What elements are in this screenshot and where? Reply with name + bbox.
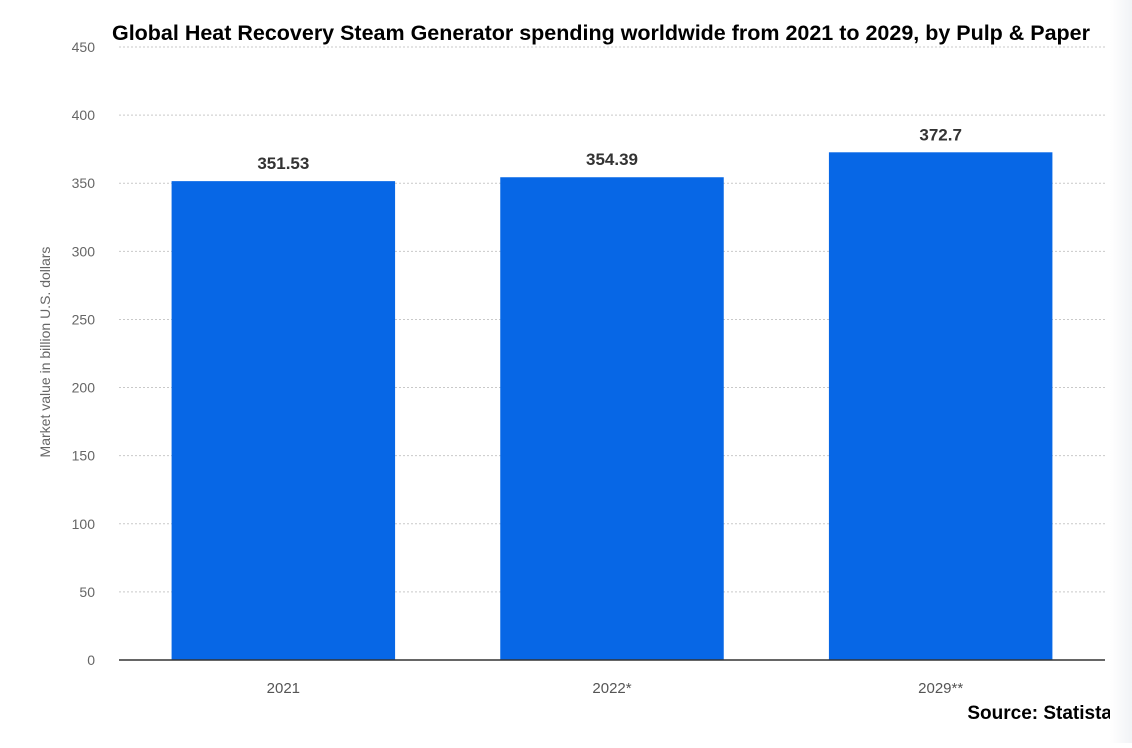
data-label: 372.7: [919, 125, 962, 144]
y-tick-label: 350: [72, 175, 96, 191]
x-tick-label: 2022*: [592, 680, 631, 697]
x-tick-label: 2029**: [918, 680, 963, 697]
x-tick-label: 2021: [267, 680, 300, 697]
y-tick-label: 450: [72, 39, 96, 55]
data-label: 351.53: [257, 154, 309, 173]
y-tick-label: 400: [72, 107, 96, 123]
data-label: 354.39: [586, 150, 638, 169]
y-tick-label: 0: [87, 652, 95, 668]
y-tick-label: 300: [72, 243, 96, 259]
bar-2021: [171, 181, 396, 661]
source-label: Source: Statista: [967, 703, 1112, 724]
chart-title: Global Heat Recovery Steam Generator spe…: [112, 22, 1090, 45]
bar-2022: [500, 177, 724, 660]
right-edge-fade: [1110, 0, 1132, 743]
y-tick-label: 100: [72, 516, 96, 532]
y-axis-label: Market value in billion U.S. dollars: [37, 247, 53, 458]
bars: [171, 152, 1053, 661]
y-tick-labels: 0 50 100 150 200 250 300 350 400 450: [72, 39, 96, 668]
x-tick-labels: 2021 2022* 2029**: [267, 680, 964, 697]
y-tick-label: 250: [72, 311, 96, 327]
data-labels: 351.53 354.39 372.7: [257, 125, 962, 173]
y-tick-label: 200: [72, 380, 96, 396]
bar-2029: [828, 152, 1053, 660]
y-tick-label: 50: [79, 584, 95, 600]
y-tick-label: 150: [72, 448, 96, 464]
